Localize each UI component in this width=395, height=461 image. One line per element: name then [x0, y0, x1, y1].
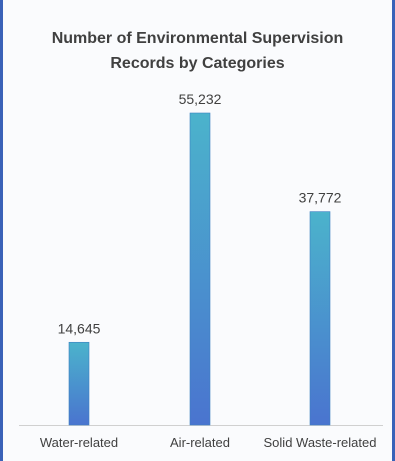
- bar-group: 14,645 Water-related 55,232 Air-related 37,7…: [40, 91, 377, 450]
- tick-label-air-related: Air-related: [170, 435, 230, 450]
- data-label-water-related: 14,645: [58, 320, 101, 336]
- data-label-air-related: 55,232: [179, 91, 222, 107]
- chart-title-line-1: Number of Environmental Supervision: [51, 30, 344, 47]
- chart-title-line-2: Records by Categories: [110, 55, 285, 72]
- bar-air-related: [189, 112, 211, 426]
- bar-solid-waste-related: [309, 211, 331, 426]
- data-label-solid-waste-related: 37,772: [299, 190, 342, 206]
- chart-title: Number of Environmental Supervision Reco…: [3, 26, 392, 76]
- tick-label-water-related: Water-related: [40, 435, 118, 450]
- bar-chart: 14,645 Water-related 55,232 Air-related 37,7…: [19, 91, 383, 450]
- bar-water-related: [68, 341, 90, 426]
- chart-panel: Number of Environmental Supervision Reco…: [3, 0, 392, 461]
- tick-label-solid-waste-related: Solid Waste-related: [264, 435, 377, 450]
